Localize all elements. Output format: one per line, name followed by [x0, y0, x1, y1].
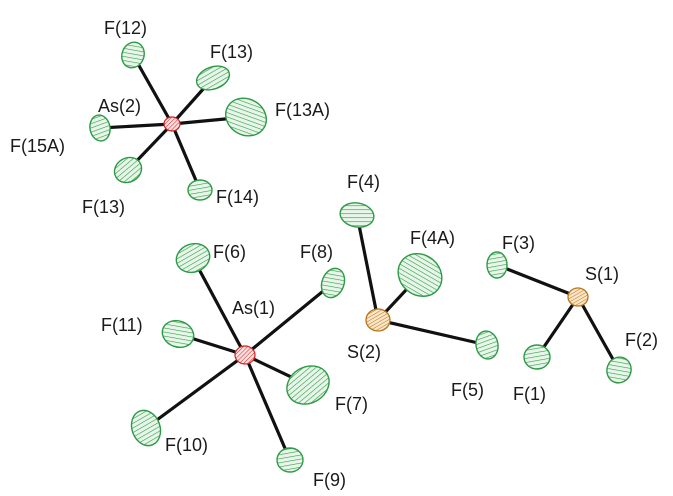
atom-label: F(8) — [300, 242, 333, 262]
atom-label: F(3) — [502, 233, 535, 253]
atom-label: F(9) — [313, 470, 346, 490]
atom-label: F(7) — [335, 394, 368, 414]
atom-label: As(2) — [98, 96, 141, 116]
atom-label: F(14) — [216, 187, 259, 207]
atom-label: S(2) — [347, 342, 381, 362]
atom-label: F(5) — [451, 380, 484, 400]
atom-label: F(4A) — [410, 228, 455, 248]
atom-label: S(1) — [585, 264, 619, 284]
atom-label: F(2) — [625, 330, 658, 350]
ortep-diagram: F(12) F(13) As(2) F(13A) F(15A) F(13) F(… — [0, 0, 673, 491]
atom-label: F(12) — [104, 18, 147, 38]
atom-label: F(15A) — [10, 136, 65, 156]
atom-label: F(13) — [210, 42, 253, 62]
atom-label: F(10) — [165, 435, 208, 455]
atom-label: F(6) — [213, 242, 246, 262]
atom-label: As(1) — [232, 298, 275, 318]
atom-label: F(4) — [347, 172, 380, 192]
atom-label: F(13) — [82, 197, 125, 217]
atom-labels: F(12) F(13) As(2) F(13A) F(15A) F(13) F(… — [10, 18, 658, 490]
atom-label: F(11) — [101, 315, 143, 335]
atom-label: F(1) — [513, 384, 546, 404]
atom-label: F(13A) — [275, 100, 330, 120]
